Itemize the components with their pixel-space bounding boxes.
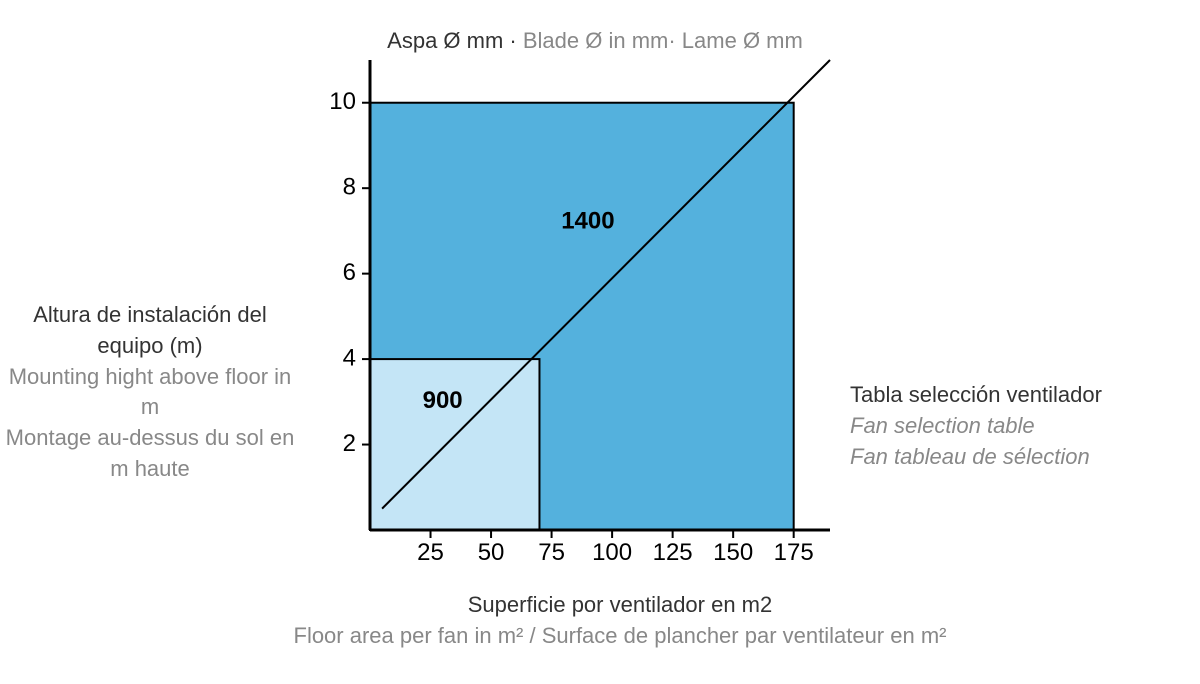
y-tick-label: 10 [329,88,356,115]
region-1400-label: 1400 [561,208,614,235]
y-axis-caption-fr: Montage au-dessus du sol en m haute [0,423,300,485]
y-tick-label: 4 [343,344,356,371]
table-caption: Tabla selección ventilador Fan selection… [850,380,1190,472]
table-caption-es: Tabla selección ventilador [850,380,1190,411]
x-axis-title-secondary: Floor area per fan in m² / Surface de pl… [270,621,970,652]
x-axis-title: Superficie por ventilador en m2 Floor ar… [270,590,970,652]
fan-selection-chart: 1400 900 2 4 6 8 10 25 50 75 100 125 150 175 [320,50,840,580]
x-tick-label: 50 [478,539,505,566]
x-tick-label: 175 [774,539,814,566]
y-axis-caption-en: Mounting hight above floor in m [0,362,300,424]
x-tick-label: 25 [417,539,444,566]
y-axis-caption-es: Altura de instalación del equipo (m) [0,300,300,362]
x-tick-label: 75 [538,539,565,566]
table-caption-en: Fan selection table [850,411,1190,442]
y-tick-label: 2 [343,430,356,457]
y-tick-label: 8 [343,174,356,201]
region-900-label: 900 [423,387,463,414]
y-axis-caption: Altura de instalación del equipo (m) Mou… [0,300,300,485]
table-caption-fr: Fan tableau de sélection [850,442,1190,473]
region-900 [370,359,539,530]
x-tick-label: 150 [713,539,753,566]
x-tick-label: 100 [592,539,632,566]
x-tick-label: 125 [653,539,693,566]
y-tick-label: 6 [343,259,356,286]
x-axis-title-primary: Superficie por ventilador en m2 [270,590,970,621]
